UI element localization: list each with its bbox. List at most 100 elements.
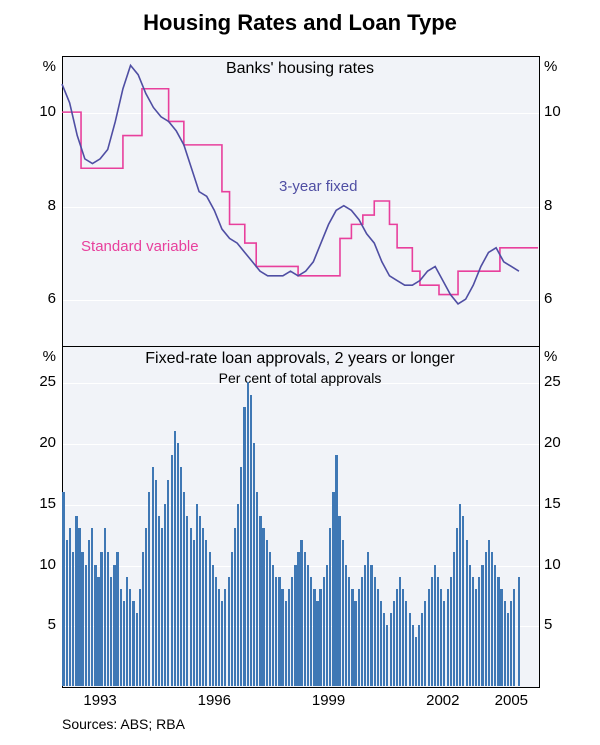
- bar: [297, 552, 299, 686]
- ytick-right: 20: [544, 434, 561, 451]
- bar: [250, 395, 252, 686]
- bar: [126, 577, 128, 686]
- bar: [383, 613, 385, 686]
- bar: [269, 552, 271, 686]
- bar: [196, 504, 198, 686]
- bar: [228, 577, 230, 686]
- bar: [386, 625, 388, 686]
- bar: [364, 565, 366, 686]
- bar: [405, 601, 407, 686]
- bar: [104, 528, 106, 686]
- bar: [497, 577, 499, 686]
- bar: [412, 625, 414, 686]
- bar: [504, 601, 506, 686]
- bar: [310, 577, 312, 686]
- bar: [81, 552, 83, 686]
- bar: [180, 467, 182, 686]
- bar: [164, 504, 166, 686]
- bar: [518, 577, 520, 686]
- bar: [88, 540, 90, 686]
- bar: [266, 540, 268, 686]
- bar: [275, 577, 277, 686]
- bar: [393, 601, 395, 686]
- series-line: [62, 89, 538, 295]
- ytick-left: 5: [48, 616, 56, 633]
- ytick-left: 15: [39, 495, 56, 512]
- bar: [361, 577, 363, 686]
- bar: [338, 516, 340, 686]
- bar: [377, 589, 379, 686]
- bar: [221, 601, 223, 686]
- bar: [209, 552, 211, 686]
- bar: [285, 601, 287, 686]
- bar: [161, 528, 163, 686]
- bar: [475, 589, 477, 686]
- bar: [307, 565, 309, 686]
- bar: [177, 443, 179, 686]
- bar: [478, 577, 480, 686]
- xtick: 1996: [198, 692, 231, 709]
- bar: [443, 601, 445, 686]
- bar: [215, 577, 217, 686]
- bar: [107, 552, 109, 686]
- ytick-left: 10: [39, 556, 56, 573]
- bar: [75, 516, 77, 686]
- bar: [491, 552, 493, 686]
- bar: [418, 625, 420, 686]
- bar: [247, 382, 249, 686]
- bar: [243, 407, 245, 686]
- bar: [234, 528, 236, 686]
- bar: [256, 492, 258, 686]
- bar: [351, 589, 353, 686]
- bar: [129, 589, 131, 686]
- bar: [345, 565, 347, 686]
- bar: [358, 589, 360, 686]
- bar: [281, 589, 283, 686]
- bar: [205, 540, 207, 686]
- bar: [367, 552, 369, 686]
- bar: [409, 613, 411, 686]
- bar: [110, 577, 112, 686]
- bar: [291, 577, 293, 686]
- bar: [485, 552, 487, 686]
- bar: [434, 565, 436, 686]
- bar: [136, 613, 138, 686]
- bar: [335, 455, 337, 686]
- bar: [231, 552, 233, 686]
- bar: [174, 431, 176, 686]
- bar: [120, 589, 122, 686]
- bar: [374, 577, 376, 686]
- bar: [380, 601, 382, 686]
- bar: [399, 577, 401, 686]
- bar: [116, 552, 118, 686]
- bar: [139, 589, 141, 686]
- ytick-right: 15: [544, 495, 561, 512]
- bar: [171, 455, 173, 686]
- bar: [402, 589, 404, 686]
- bar: [510, 601, 512, 686]
- bar: [396, 589, 398, 686]
- bar: [447, 589, 449, 686]
- bar: [199, 516, 201, 686]
- bar: [237, 504, 239, 686]
- bar: [469, 565, 471, 686]
- bar: [421, 613, 423, 686]
- bar: [481, 565, 483, 686]
- bar: [202, 528, 204, 686]
- bar: [224, 589, 226, 686]
- ytick-left: 25: [39, 373, 56, 390]
- bar: [155, 480, 157, 686]
- bar: [440, 589, 442, 686]
- bar: [85, 565, 87, 686]
- bar: [167, 480, 169, 686]
- bar: [94, 565, 96, 686]
- series-line: [62, 65, 519, 304]
- bar: [323, 577, 325, 686]
- bar: [62, 492, 64, 686]
- bar: [390, 613, 392, 686]
- bar: [453, 552, 455, 686]
- xtick: 1999: [312, 692, 345, 709]
- bar: [158, 516, 160, 686]
- bar: [319, 589, 321, 686]
- bar: [431, 577, 433, 686]
